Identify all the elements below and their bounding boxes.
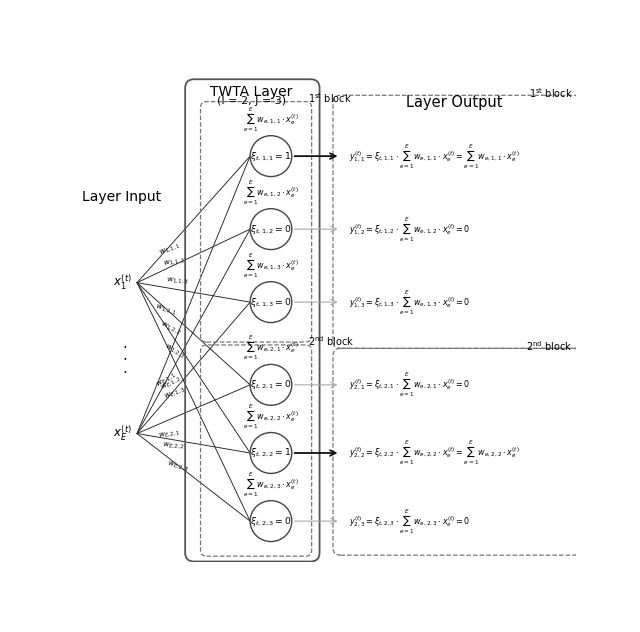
- Text: $\xi_{t,2,2} = 1$: $\xi_{t,2,2} = 1$: [250, 447, 292, 459]
- Text: 2$^{\rm nd}$ block: 2$^{\rm nd}$ block: [308, 334, 355, 348]
- Text: $\xi_{t,1,3} = 0$: $\xi_{t,1,3} = 0$: [250, 296, 292, 308]
- Circle shape: [250, 501, 292, 542]
- Text: $\sum_{e=1}^{E} w_{e,1,1} \cdot x_e^{(t)}$: $\sum_{e=1}^{E} w_{e,1,1} \cdot x_e^{(t)…: [243, 105, 299, 134]
- Text: $\cdot$
$\cdot$
$\cdot$: $\cdot$ $\cdot$ $\cdot$: [122, 338, 127, 378]
- Text: Layer Input: Layer Input: [83, 190, 162, 205]
- Text: $w_{E,2,3}$: $w_{E,2,3}$: [166, 459, 191, 473]
- Text: $w_{E,1,2}$: $w_{E,1,2}$: [159, 374, 183, 392]
- Text: $w_{1,1,2}$: $w_{1,1,2}$: [162, 255, 186, 269]
- Circle shape: [250, 136, 292, 176]
- Circle shape: [250, 282, 292, 322]
- Text: $y_{2,3}^{(t)} = \xi_{t,2,3} \cdot \sum_{e=1}^{E} w_{e,2,3} \cdot x_e^{(t)} = 0$: $y_{2,3}^{(t)} = \xi_{t,2,3} \cdot \sum_…: [349, 507, 470, 535]
- Text: $\sum_{e=1}^{E} w_{e,2,2} \cdot x_e^{(t)}$: $\sum_{e=1}^{E} w_{e,2,2} \cdot x_e^{(t)…: [243, 402, 299, 430]
- Text: $w_{1,2,3}$: $w_{1,2,3}$: [163, 341, 188, 360]
- Text: $\xi_{t,2,1} = 0$: $\xi_{t,2,1} = 0$: [250, 379, 292, 391]
- Text: 2$^{\rm nd}$ block: 2$^{\rm nd}$ block: [526, 339, 573, 353]
- Text: $y_{2,2}^{(t)} = \xi_{t,2,2} \cdot \sum_{e=1}^{E} w_{e,2,2} \cdot x_e^{(t)} = \s: $y_{2,2}^{(t)} = \xi_{t,2,2} \cdot \sum_…: [349, 439, 520, 468]
- Text: $x_1^{(t)}$: $x_1^{(t)}$: [113, 273, 132, 293]
- Text: $w_{E,1,3}$: $w_{E,1,3}$: [163, 384, 188, 401]
- Text: $\sum_{e=1}^{E} w_{e,2,3} \cdot x_e^{(t)}$: $\sum_{e=1}^{E} w_{e,2,3} \cdot x_e^{(t)…: [243, 470, 299, 499]
- Text: $w_{1,1,1}$: $w_{1,1,1}$: [157, 241, 182, 257]
- Text: $\sum_{e=1}^{E} w_{e,2,1} \cdot x_e^{(t)}$: $\sum_{e=1}^{E} w_{e,2,1} \cdot x_e^{(t)…: [243, 334, 299, 363]
- Text: (I = 2, J = 3): (I = 2, J = 3): [216, 96, 285, 106]
- Text: $\xi_{t,2,3} = 0$: $\xi_{t,2,3} = 0$: [250, 514, 292, 528]
- Text: $w_{E,2,2}$: $w_{E,2,2}$: [162, 441, 185, 451]
- Text: $w_{1,2,1}$: $w_{1,2,1}$: [154, 302, 179, 317]
- Text: $\xi_{t,1,1} = 1$: $\xi_{t,1,1} = 1$: [250, 150, 292, 162]
- Text: $y_{1,3}^{(t)} = \xi_{t,1,3} \cdot \sum_{e=1}^{E} w_{e,1,3} \cdot x_e^{(t)} = 0$: $y_{1,3}^{(t)} = \xi_{t,1,3} \cdot \sum_…: [349, 288, 470, 317]
- Text: $y_{2,1}^{(t)} = \xi_{t,2,1} \cdot \sum_{e=1}^{E} w_{e,2,1} \cdot x_e^{(t)} = 0$: $y_{2,1}^{(t)} = \xi_{t,2,1} \cdot \sum_…: [349, 370, 470, 399]
- Text: 1$^{\rm st}$ block: 1$^{\rm st}$ block: [308, 91, 352, 105]
- Text: $y_{1,1}^{(t)} = \xi_{t,1,1} \cdot \sum_{e=1}^{E} w_{e,1,1} \cdot x_e^{(t)} = \s: $y_{1,1}^{(t)} = \xi_{t,1,1} \cdot \sum_…: [349, 142, 520, 171]
- Text: $\xi_{t,1,2} = 0$: $\xi_{t,1,2} = 0$: [250, 222, 292, 236]
- Text: $w_{1,1,3}$: $w_{1,1,3}$: [166, 275, 190, 285]
- Text: 1$^{\rm st}$ block: 1$^{\rm st}$ block: [529, 87, 573, 100]
- Circle shape: [250, 432, 292, 473]
- Text: $w_{E,2,1}$: $w_{E,2,1}$: [157, 427, 181, 440]
- Text: TWTA Layer: TWTA Layer: [210, 85, 292, 99]
- Text: $y_{1,2}^{(t)} = \xi_{t,1,2} \cdot \sum_{e=1}^{E} w_{e,1,2} \cdot x_e^{(t)} = 0$: $y_{1,2}^{(t)} = \xi_{t,1,2} \cdot \sum_…: [349, 215, 470, 243]
- Text: $\sum_{e=1}^{E} w_{e,1,3} \cdot x_e^{(t)}$: $\sum_{e=1}^{E} w_{e,1,3} \cdot x_e^{(t)…: [243, 251, 299, 280]
- Circle shape: [250, 365, 292, 405]
- Text: Layer Output: Layer Output: [406, 95, 503, 111]
- Text: $\sum_{e=1}^{E} w_{e,1,2} \cdot x_e^{(t)}$: $\sum_{e=1}^{E} w_{e,1,2} \cdot x_e^{(t)…: [243, 178, 299, 207]
- Text: $w_{E,1,1}$: $w_{E,1,1}$: [154, 370, 178, 389]
- Text: $x_E^{(t)}$: $x_E^{(t)}$: [113, 424, 132, 443]
- Circle shape: [250, 209, 292, 250]
- Text: $w_{1,2,2}$: $w_{1,2,2}$: [159, 319, 183, 337]
